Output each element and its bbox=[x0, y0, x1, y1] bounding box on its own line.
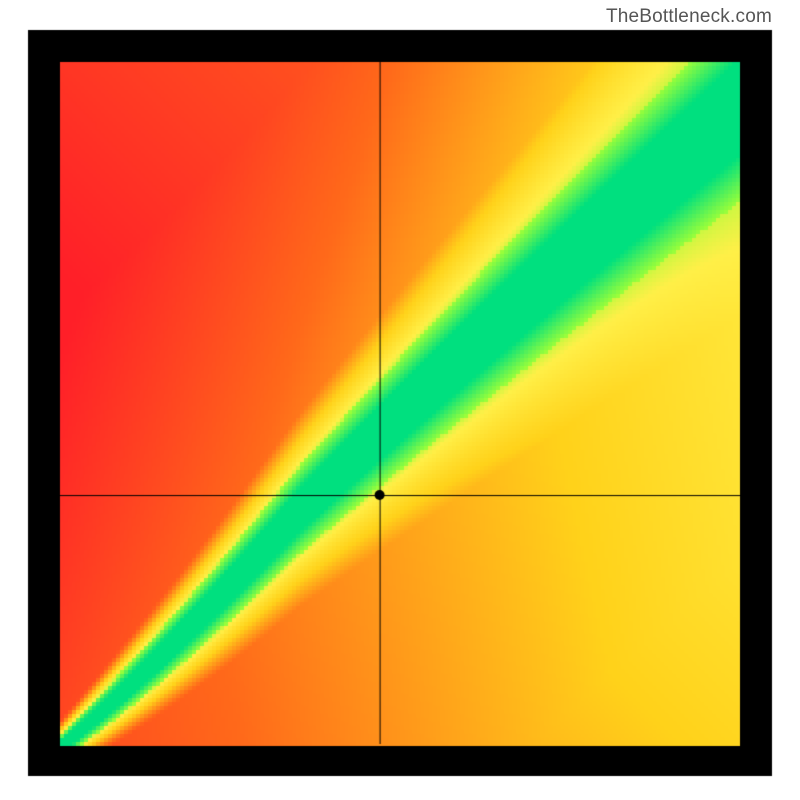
chart-container: TheBottleneck.com bbox=[0, 0, 800, 800]
watermark-text: TheBottleneck.com bbox=[606, 6, 772, 28]
heatmap-canvas bbox=[0, 0, 800, 800]
